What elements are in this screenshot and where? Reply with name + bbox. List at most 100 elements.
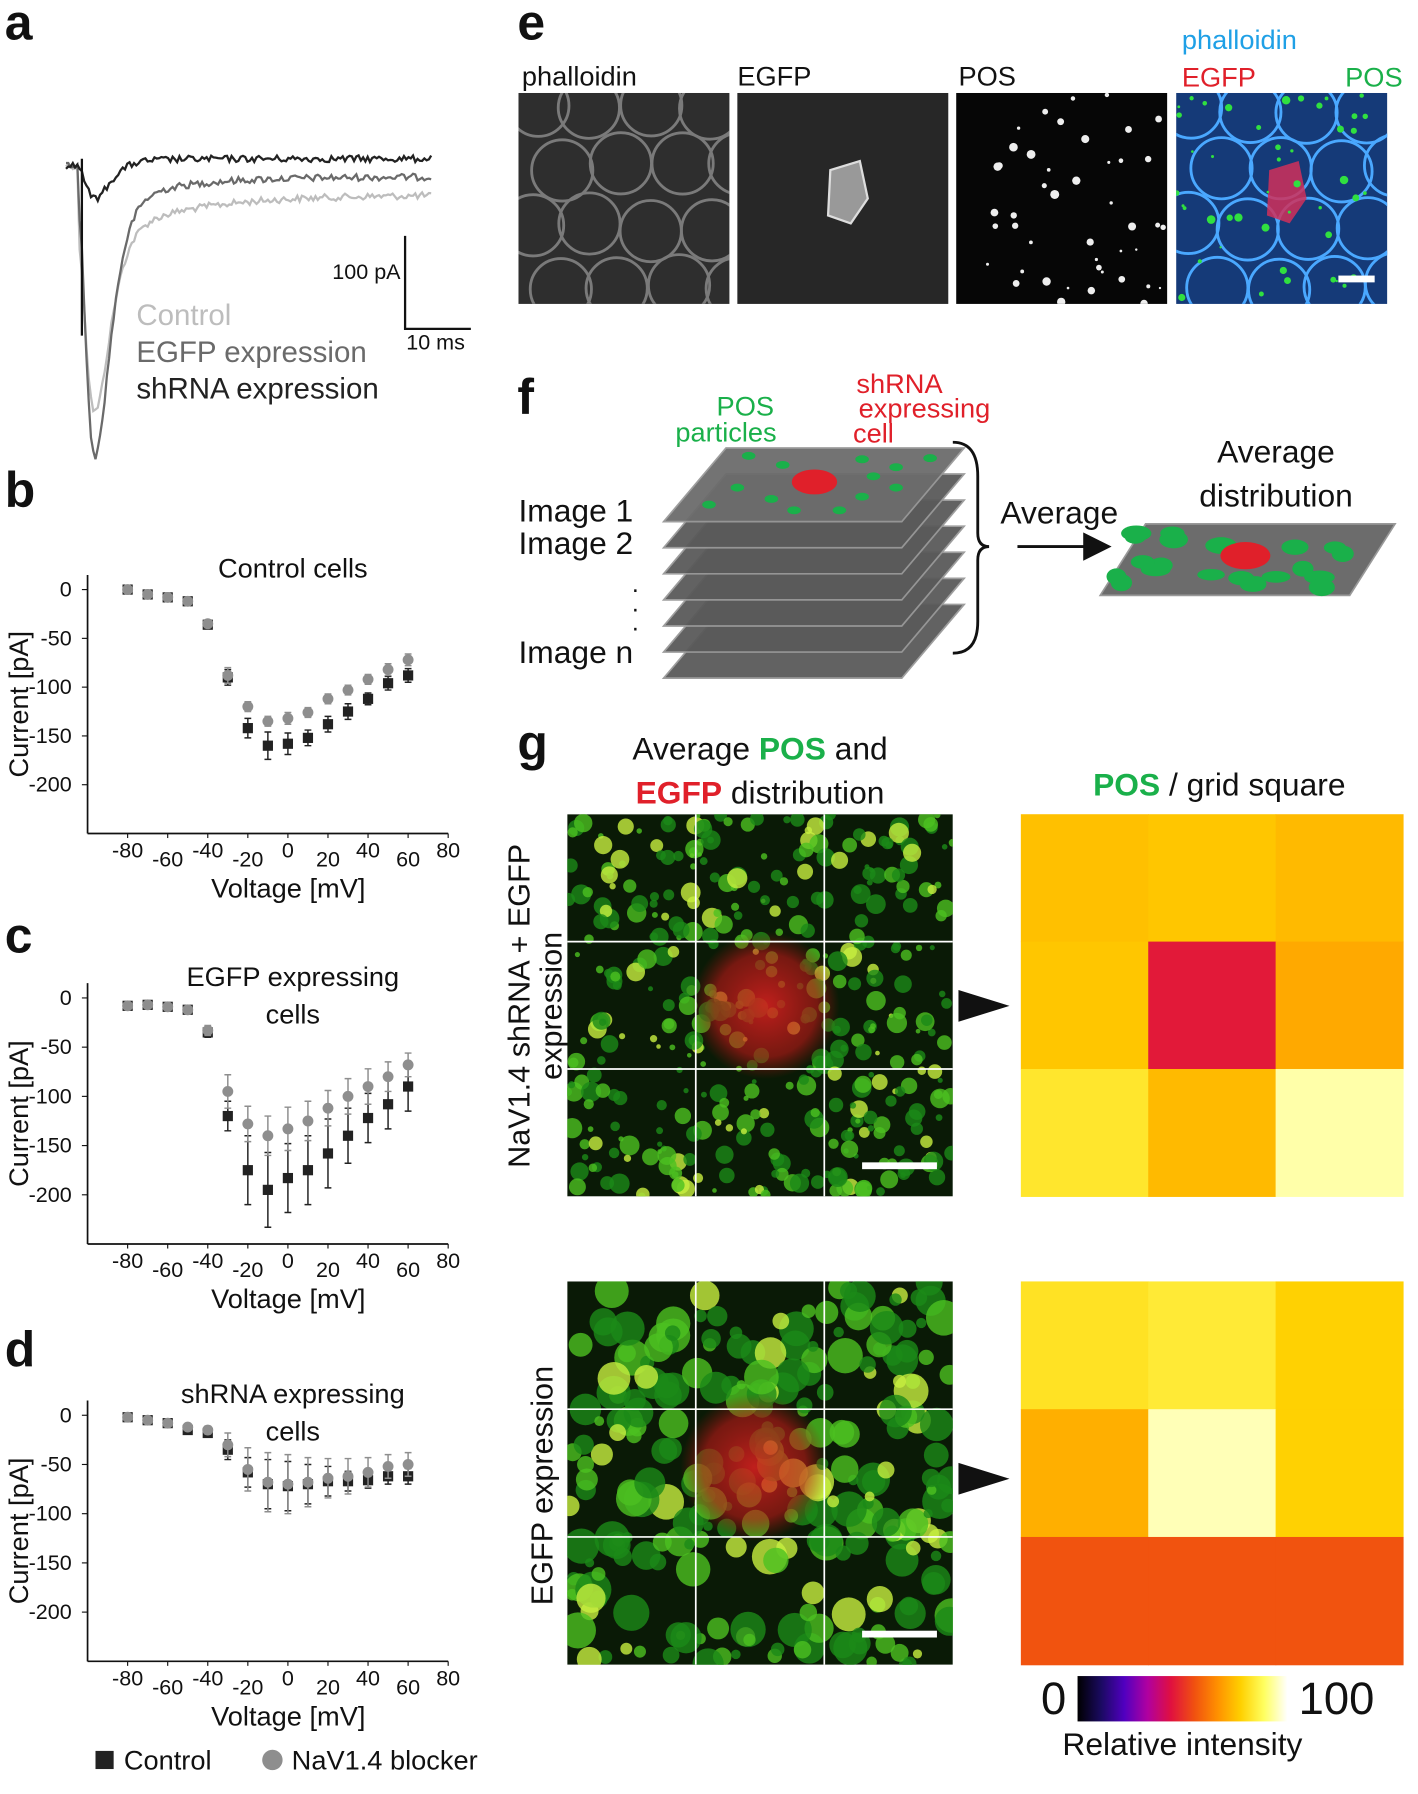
particle [855, 1118, 861, 1124]
particle [875, 1634, 896, 1654]
particle [1292, 560, 1314, 577]
particle [1029, 240, 1033, 245]
cell-outline [704, 257, 730, 304]
particle [687, 896, 700, 910]
particle [662, 1646, 680, 1664]
particle [736, 1130, 752, 1146]
particle [930, 1550, 942, 1562]
particle [844, 1130, 855, 1141]
particle [923, 454, 937, 463]
particle [707, 1617, 730, 1640]
particle [744, 1083, 760, 1099]
particle [807, 1341, 819, 1352]
particle [699, 1371, 732, 1404]
marker [242, 1118, 254, 1130]
particle [736, 1114, 755, 1133]
particle [684, 1539, 695, 1550]
particle [747, 880, 761, 893]
particle [790, 814, 805, 827]
particle [893, 1374, 907, 1388]
marker [322, 719, 334, 730]
particle [849, 1102, 857, 1109]
particle [617, 1344, 636, 1363]
title-part: and [826, 730, 888, 766]
particle [865, 894, 886, 915]
particle [894, 1597, 926, 1630]
particle [855, 492, 869, 501]
particle [579, 1139, 590, 1150]
particle [866, 1585, 893, 1613]
particle [712, 1188, 717, 1193]
marker [403, 1081, 414, 1092]
particle [700, 830, 721, 850]
particle [647, 986, 654, 992]
particle [657, 1141, 663, 1147]
row-label: NaV1.4 shRNA + EGFP [503, 844, 537, 1168]
panel-label: g [517, 715, 547, 771]
particle [927, 1064, 943, 1079]
micrographs [518, 92, 1388, 304]
colorbar-tick-label: 100 [1299, 1673, 1375, 1724]
particle [1162, 527, 1185, 543]
panel-title: POS / grid square [1093, 767, 1345, 803]
particle [700, 1091, 707, 1098]
particle [890, 1643, 909, 1662]
particle [1026, 149, 1036, 159]
marker [322, 1148, 334, 1159]
marker [322, 1102, 334, 1114]
x-tick-label: -40 [192, 839, 223, 863]
particle [1225, 104, 1233, 112]
y-axis-label: Current [pA] [3, 631, 34, 778]
particle [915, 944, 923, 952]
particle [733, 911, 743, 920]
particle [599, 904, 613, 918]
particle [942, 1088, 953, 1105]
diagram-label: Image 2 [518, 525, 633, 561]
particle [939, 1364, 953, 1385]
marker [242, 701, 254, 713]
marker [242, 1463, 254, 1475]
particle [1281, 95, 1291, 105]
marker [262, 740, 273, 751]
particle [916, 1317, 927, 1329]
particle [948, 838, 953, 847]
marker [282, 1478, 294, 1490]
x-tick-label: 40 [356, 1666, 380, 1690]
marker [382, 1071, 394, 1083]
particle [567, 858, 578, 873]
title-part: POS [1093, 767, 1160, 803]
particle [893, 1145, 905, 1157]
particle [608, 1147, 620, 1159]
chart-title: Control cells [218, 553, 368, 584]
particle [743, 1095, 749, 1101]
trace [65, 162, 432, 414]
marker [302, 1476, 314, 1488]
heat-cell [1148, 1409, 1277, 1538]
average-images [567, 814, 953, 1665]
particle [941, 1498, 953, 1513]
heat-cell [1275, 1536, 1404, 1666]
particle [927, 1028, 936, 1037]
particle [902, 898, 918, 913]
marker [142, 589, 154, 600]
particle [570, 1162, 589, 1181]
particle [619, 1135, 640, 1156]
particle [799, 1603, 818, 1622]
title-part: / grid square [1160, 767, 1345, 803]
y-tick-label: 0 [60, 578, 72, 602]
cell [826, 159, 869, 225]
marker [302, 707, 314, 718]
particle [1096, 264, 1102, 271]
particle [649, 892, 660, 902]
particle [1066, 286, 1070, 290]
marker [122, 584, 134, 596]
particle [866, 969, 884, 987]
particle [771, 1169, 780, 1178]
marker [162, 1417, 174, 1429]
particle [775, 1358, 810, 1393]
particle [898, 1319, 917, 1338]
texture [518, 92, 730, 304]
particle [855, 1043, 872, 1061]
particle [871, 1507, 901, 1537]
particle [911, 1053, 923, 1066]
